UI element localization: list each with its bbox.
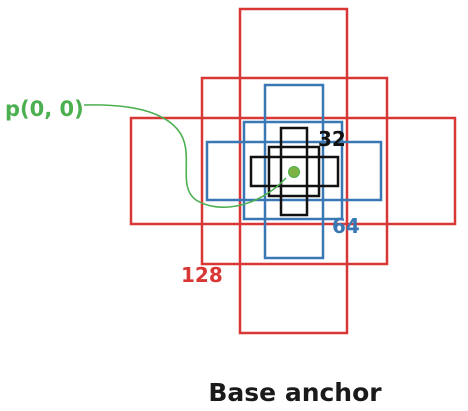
- anchor-64-tall: [263, 83, 325, 260]
- size-label-128: 128: [181, 263, 223, 287]
- size-label-32: 32: [318, 127, 346, 151]
- diagram-title: Base anchor: [208, 378, 382, 407]
- anchor-64-square: [242, 120, 344, 221]
- anchor-128-square: [200, 76, 389, 266]
- size-label-64: 64: [332, 214, 360, 238]
- anchor-128-wide: [129, 116, 457, 226]
- anchor-group-64: [205, 83, 383, 260]
- anchor-64-wide: [205, 140, 383, 202]
- origin-label: p(0, 0): [5, 97, 84, 121]
- anchor-32-square: [267, 145, 321, 198]
- anchor-32-wide: [249, 155, 340, 188]
- origin-point: [288, 166, 300, 178]
- anchor-group-128: [129, 7, 457, 335]
- anchor-32-tall: [279, 126, 309, 217]
- anchor-128-tall: [238, 7, 349, 335]
- origin-pointer-curve: [83, 104, 287, 208]
- anchor-group-32: [249, 126, 340, 217]
